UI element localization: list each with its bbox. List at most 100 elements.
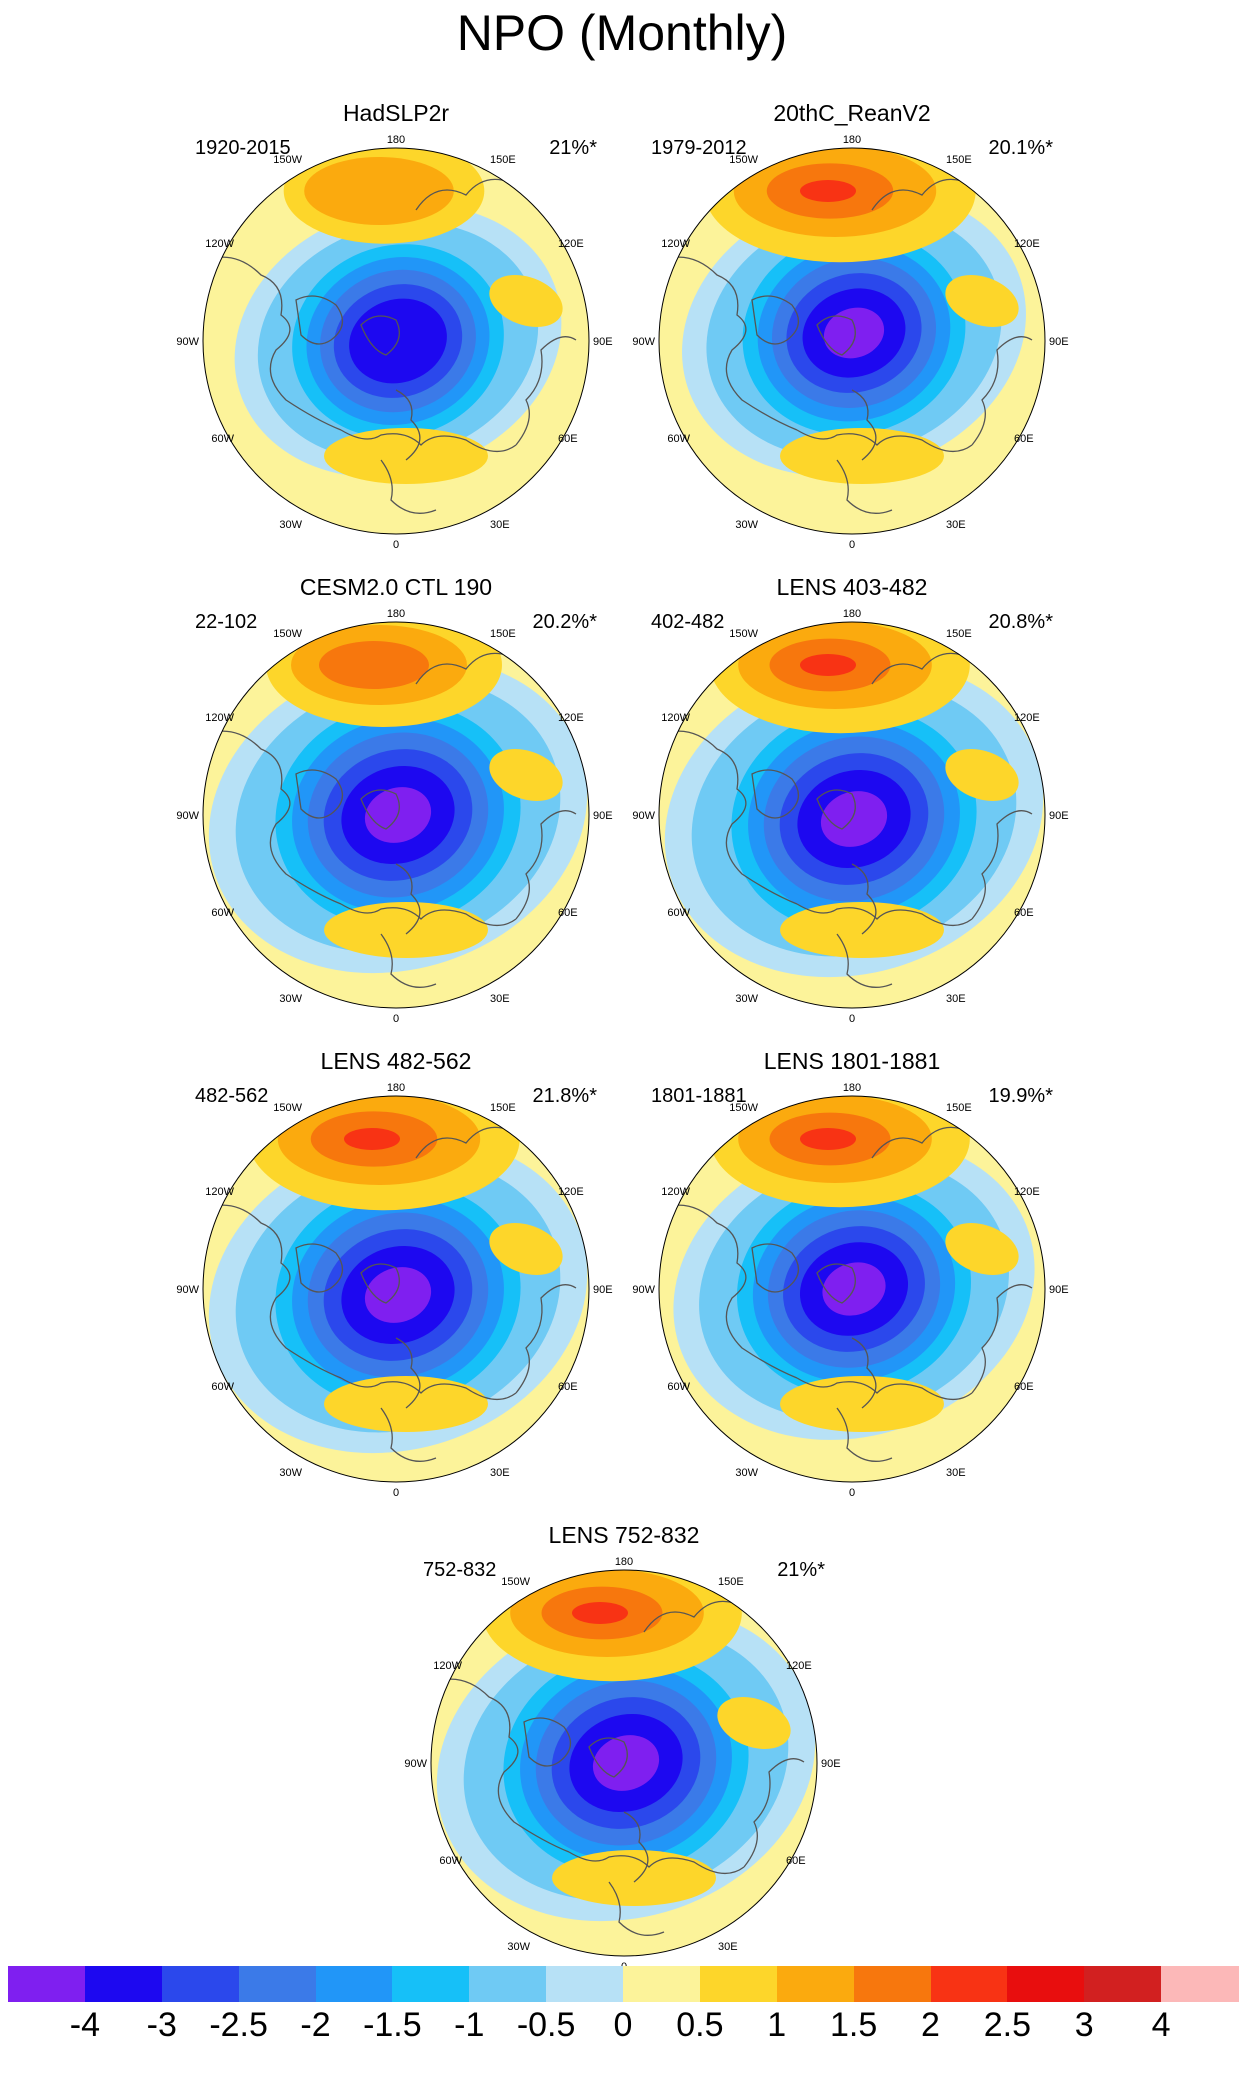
asia-positive-anomaly [945, 274, 1019, 328]
longitude-label: 120E [1014, 238, 1040, 250]
panel-period: 1979-2012 [651, 137, 747, 159]
colorbar-label: -3 [146, 2006, 177, 2044]
asia-positive-anomaly [489, 748, 563, 802]
longitude-label: 60W [439, 1855, 462, 1867]
colorbar-label: 3 [1074, 2006, 1094, 2044]
longitude-label: 150W [273, 154, 302, 166]
longitude-label: 0 [393, 1487, 399, 1498]
longitude-label: 180 [387, 1082, 405, 1094]
pacific-positive-anomaly [710, 1096, 970, 1208]
colorbar-label: 1.5 [829, 2006, 878, 2044]
colorbar-swatch [1084, 1966, 1162, 2002]
europe-positive-anomaly [780, 428, 944, 484]
europe-positive-anomaly [324, 428, 488, 484]
colorbar-swatch [930, 1966, 1008, 2002]
longitude-label: 60E [558, 1381, 578, 1393]
panel-variance: 19.9%* [988, 1085, 1054, 1107]
panel-title: LENS 1801-1881 [763, 1048, 941, 1074]
colorbar-swatch [161, 1966, 240, 2002]
asia-positive-anomaly [489, 1222, 563, 1276]
longitude-label: 90W [404, 1758, 427, 1770]
colorbar-swatch [1161, 1966, 1239, 2002]
longitude-label: 90W [632, 336, 655, 348]
longitude-label: 60W [211, 907, 234, 919]
panel-period: 1801-1881 [651, 1085, 747, 1107]
longitude-label: 60E [1014, 907, 1034, 919]
longitude-label: 150E [490, 1102, 516, 1114]
panel-title: LENS 752-832 [548, 1522, 700, 1548]
map-panel: LENS 403-482 402-482 20.8%* 180 150W 150E 120W… [622, 574, 1082, 1024]
colorbar-swatch [853, 1966, 931, 2002]
longitude-label: 90E [593, 810, 613, 822]
colorbar-swatch [8, 1966, 86, 2002]
colorbar-label: 0.5 [676, 2006, 724, 2044]
colorbar-swatch [315, 1966, 393, 2002]
longitude-label: 90W [176, 336, 199, 348]
longitude-label: 30W [279, 519, 302, 531]
longitude-label: 0 [393, 539, 399, 550]
map-panel: LENS 1801-1881 1801-1881 19.9%* 180 150W 150E… [622, 1048, 1082, 1498]
negative-anomaly [208, 1136, 588, 1454]
panel-title: 20thC_ReanV2 [773, 100, 931, 126]
negative-anomaly [682, 189, 1026, 477]
longitude-label: 30W [735, 993, 758, 1005]
colorbar-swatch [623, 1966, 701, 2002]
longitude-label: 150E [718, 1576, 744, 1588]
longitude-label: 90E [821, 1758, 841, 1770]
colorbar-swatch [1007, 1966, 1085, 2002]
longitude-label: 30W [507, 1941, 530, 1953]
panel-title: LENS 482-562 [320, 1048, 472, 1074]
longitude-label: 90E [593, 1284, 613, 1296]
longitude-label: 120W [433, 1660, 462, 1672]
coastlines [433, 1600, 805, 1936]
colorbar-label: -1.5 [363, 2006, 422, 2044]
longitude-label: 30W [279, 1467, 302, 1479]
panel-period: 482-562 [195, 1085, 269, 1107]
longitude-label: 120W [661, 238, 690, 250]
longitude-label: 30W [735, 519, 758, 531]
longitude-label: 30E [946, 519, 966, 531]
panel-title: HadSLP2r [342, 100, 450, 126]
colorbar-label: 2 [921, 2006, 940, 2044]
longitude-label: 60W [211, 1381, 234, 1393]
colorbar: -4 -3 -2.5 -2 -1.5 -1 -0.5 0 0.5 1 1.5 2 2.5 3 4 [8, 1966, 1239, 2086]
longitude-label: 90E [1049, 336, 1069, 348]
pacific-positive-anomaly [704, 148, 976, 263]
longitude-label: 0 [849, 1013, 855, 1024]
panel-title: CESM2.0 CTL 190 [299, 574, 493, 600]
panel-title: LENS 403-482 [776, 574, 928, 600]
longitude-label: 30E [946, 993, 966, 1005]
longitude-label: 180 [387, 134, 405, 146]
map-panel: 20thC_ReanV2 1979-2012 20.1%* 180 150W 150E 12… [622, 100, 1082, 550]
longitude-label: 120E [1014, 712, 1040, 724]
colorbar-swatch [392, 1966, 470, 2002]
longitude-label: 90W [176, 1284, 199, 1296]
longitude-label: 90W [176, 810, 199, 822]
longitude-label: 150W [729, 154, 758, 166]
pacific-positive-anomaly [248, 1096, 520, 1211]
panel-period: 402-482 [651, 611, 725, 633]
asia-positive-anomaly [945, 748, 1019, 802]
longitude-label: 60W [667, 1381, 690, 1393]
longitude-label: 180 [843, 134, 861, 146]
longitude-label: 90E [593, 336, 613, 348]
colorbar-label: -1 [454, 2006, 485, 2044]
pacific-positive-anomaly [266, 622, 502, 727]
map-panel: LENS 752-832 752-832 21%* 180 150W 150E 120W 12… [394, 1522, 854, 1972]
map-panel: CESM2.0 CTL 190 22-102 20.2%* 180 150W 150E 12… [166, 574, 626, 1024]
longitude-label: 30E [490, 993, 510, 1005]
longitude-label: 120W [661, 1186, 690, 1198]
polar-map: 180 150W 150E 120W 120E 90W 90E 60W 60E 30W 30E 0 [176, 134, 613, 550]
longitude-label: 150W [729, 1102, 758, 1114]
europe-positive-anomaly [324, 1376, 488, 1432]
longitude-label: 30E [490, 1467, 510, 1479]
longitude-label: 180 [387, 608, 405, 620]
longitude-label: 0 [849, 1487, 855, 1498]
asia-positive-anomaly [945, 1222, 1019, 1276]
colorbar-label: -2 [300, 2006, 331, 2044]
longitude-label: 30W [279, 993, 302, 1005]
longitude-label: 0 [393, 1013, 399, 1024]
panel-variance: 21%* [777, 1559, 825, 1581]
polar-map: 180 150W 150E 120W 120E 90W 90E 60W 60E 30W 30E 0 [632, 134, 1069, 550]
longitude-label: 60E [1014, 433, 1034, 445]
